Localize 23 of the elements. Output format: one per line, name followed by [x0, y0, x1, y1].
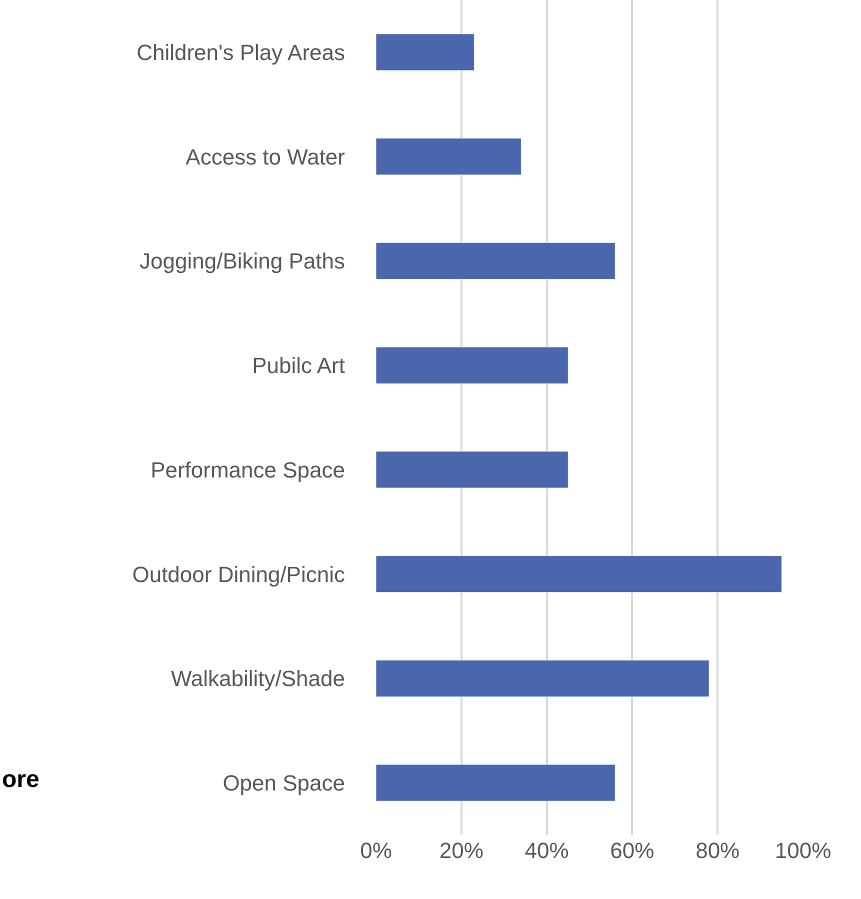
x-tick-label: 0%	[360, 838, 392, 863]
bar	[376, 346, 568, 384]
y-tick-label: Pubilc Art	[252, 353, 345, 378]
x-tick-label: 20%	[439, 838, 484, 863]
x-tick-label: 40%	[524, 838, 569, 863]
y-tick-label: Walkability/Shade	[170, 666, 345, 692]
x-tick-label: 80%	[696, 838, 740, 863]
bar	[376, 764, 616, 802]
x-tick-label: 60%	[610, 838, 654, 863]
y-tick-label: Performance Space	[150, 457, 345, 482]
bar	[376, 556, 782, 593]
y-tick-label: Outdoor Dining/Picnic	[132, 562, 345, 587]
y-tick-label: Jogging/Biking Paths	[140, 248, 345, 274]
text: ore	[2, 766, 40, 793]
x-tick-label: 100%	[774, 838, 832, 863]
bar	[376, 138, 522, 176]
bar	[376, 242, 616, 280]
bar	[376, 660, 710, 697]
y-tick-label: Children's Play Areas	[136, 40, 345, 65]
bar	[376, 34, 474, 71]
y-tick-label: Open Space	[222, 770, 345, 796]
y-tick-label: Access to Water	[186, 144, 345, 170]
bar	[376, 451, 568, 488]
